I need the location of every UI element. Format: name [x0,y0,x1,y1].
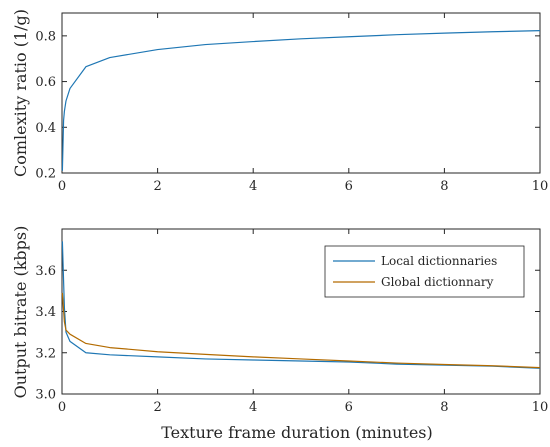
y-tick-label: 3.2 [35,346,56,361]
series-line-0 [61,30,541,171]
legend-entry-label: Local dictionnaries [381,254,497,268]
plot-frame [61,12,541,174]
complexity-ratio-panel: 0 2 4 6 8 10 0.2 0.4 0.6 0.8 Comlexity ratio (1/g) [11,9,548,194]
x-tick-label: 4 [249,400,257,415]
x-tick-label: 8 [440,179,448,194]
y-axis-label: Comlexity ratio (1/g) [11,9,30,177]
series-line-local-dictionnaries [61,241,541,369]
y-tick-label: 0.6 [35,75,56,90]
legend-entry-label: Global dictionnary [381,275,494,289]
series-line-global-dictionnary [61,292,541,369]
y-tick-label: 3.6 [35,264,56,279]
y-tick-label: 3.0 [35,388,56,403]
x-tick-label: 10 [532,179,549,194]
y-axis-label: Output bitrate (kbps) [11,226,30,399]
x-tick-label: 6 [345,179,353,194]
y-tick-label: 0.8 [35,29,56,44]
legend: Local dictionnaries Global dictionnary [324,245,525,298]
x-tick-label: 10 [532,400,549,415]
legend-box [324,245,525,298]
x-tick-label: 6 [345,400,353,415]
x-tick-label: 4 [249,179,257,194]
x-tick-label: 0 [58,400,66,415]
x-tick-label: 2 [153,400,161,415]
y-tick-label: 0.2 [35,167,56,182]
output-bitrate-panel: 0 2 4 6 8 10 3.0 3.2 3.4 3.6 Output bitrate (kbps)… [11,226,548,442]
x-tick-label: 8 [440,400,448,415]
x-tick-label: 2 [153,179,161,194]
y-tick-label: 0.4 [35,121,56,136]
x-tick-label: 0 [58,179,66,194]
x-axis-label: Texture frame duration (minutes) [161,423,433,442]
y-tick-label: 3.4 [35,305,56,320]
